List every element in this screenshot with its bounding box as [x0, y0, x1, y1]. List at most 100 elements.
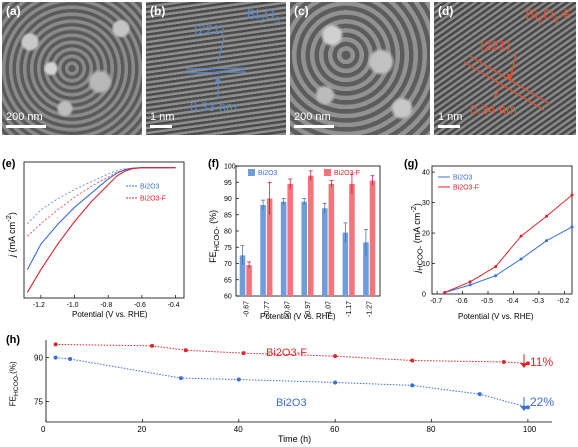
chart-h-point [53, 342, 58, 347]
chart-h-annotation-11pct: 11% [530, 355, 553, 369]
chart-h-point [236, 377, 241, 382]
chart-h-xtick-label: 40 [234, 425, 243, 434]
chart-f-bar [308, 175, 314, 296]
chart-e-series-1 [26, 167, 176, 293]
chart-h-point [410, 358, 415, 363]
chart-g-point [468, 283, 472, 287]
panel-e-label: (e) [2, 158, 16, 170]
chart-g-ytick-label: 40 [422, 170, 430, 177]
chart-f-svg: 60 65 70 75 80 85 90 95 100 -0.67 -0.77 -0.87 -0.97 -… [224, 164, 381, 317]
chart-e-xtick-label: -1.2 [33, 302, 45, 309]
chart-f-ytick-label: 70 [224, 261, 232, 268]
chart-f-bar [342, 232, 349, 296]
chart-h-arrowhead-red [520, 363, 528, 368]
chart-g-point [545, 214, 549, 218]
chart-h-annotation-22pct: 22% [530, 395, 554, 409]
panel-g-label: (g) [404, 158, 419, 170]
chart-f-xtick-label: -0.77 [264, 301, 271, 317]
chart-f-ytick-label: 65 [224, 277, 232, 284]
chart-g-point [494, 265, 498, 269]
chart-g-ytick-label: 20 [422, 231, 430, 238]
chart-g-xtick-label: -0.7 [430, 298, 442, 305]
chart-f-bar [369, 180, 376, 296]
panel-b-plane: (221) [194, 22, 225, 37]
chart-f-legend-label: Bi2O3 [258, 170, 278, 177]
panel-b-label: (b) [150, 4, 166, 18]
chart-g-legend-label: Bi2O3-F [453, 185, 479, 192]
panel-c-scale-bar [294, 125, 334, 128]
chart-f-ylabel: FEHCOO- (%) [208, 209, 221, 263]
chart-f-bar [349, 183, 355, 296]
chart-e-xtick-label: -1.0 [67, 302, 79, 309]
chart-g-xtick-label: -0.6 [456, 298, 468, 305]
panel-b-scale-label: 1 nm [150, 111, 175, 123]
chart-f-bar [328, 183, 335, 296]
chart-g-point [545, 239, 549, 243]
chart-f-bar [246, 265, 252, 296]
chart-f-legend-label: Bi2O3-F [334, 170, 360, 177]
chart-h-annotation-bi2o3: Bi2O3 [276, 397, 307, 409]
panel-a-label: (a) [6, 4, 21, 18]
chart-e-ylabel: j (mA cm-2) [3, 212, 17, 257]
chart-f-bar [260, 205, 266, 296]
chart-h-point [410, 383, 415, 388]
chart-f-xtick-label: -0.97 [305, 301, 312, 317]
chart-e-legend-label: Bi2O3 [140, 184, 160, 191]
chart-g-xtick-label: -0.3 [532, 298, 544, 305]
chart-f-bar [363, 242, 369, 296]
chart-e-series-dashed-1 [27, 167, 176, 237]
panel-d-hrtem-image: (d) Bi2O3-F (221) 0.34 nm 1 nm [434, 2, 576, 135]
chart-g-xtick-label: -0.5 [481, 298, 493, 305]
chart-f-xtick-label: -1.07 [326, 301, 333, 317]
chart-f-ytick-label: 90 [224, 196, 232, 203]
chart-h-point [178, 376, 183, 381]
chart-h-point [183, 348, 188, 353]
chart-f-bar [287, 183, 294, 296]
chart-f-ytick-label: 85 [224, 212, 232, 219]
panel-d-scale-bar [438, 125, 460, 128]
chart-h-point [525, 361, 530, 366]
chart-f-bar [239, 255, 246, 296]
chart-h-series-1 [55, 357, 529, 408]
chart-g-point [443, 290, 447, 294]
chart-h-point [333, 354, 338, 359]
chart-e-xtick-label: -0.6 [134, 302, 146, 309]
chart-f-xtick-label: -0.87 [284, 301, 291, 317]
chart-h-xtick-label: 0 [41, 425, 46, 434]
chart-g-xlabel: Potential (V vs. RHE) [458, 312, 534, 321]
chart-f-xtick-label: -1.17 [346, 301, 353, 317]
chart-g-xtick-label: -0.2 [557, 298, 569, 305]
panel-c-scale-label: 200 nm [294, 111, 331, 123]
chart-h-point [501, 359, 506, 364]
panel-b-material: Bi2O3 [246, 6, 280, 25]
panel-d-label: (d) [438, 4, 454, 18]
chart-h-svg: 0 20 40 60 80 100 75 90 Bi2O3-F Bi2O3 11% 22% [34, 340, 554, 434]
chart-e-xtick-label: -0.8 [100, 302, 112, 309]
chart-h-ytick-label: 90 [34, 354, 43, 363]
panel-a-scale-label: 200 nm [6, 111, 43, 123]
panel-d-spacing: 0.34 nm [470, 102, 517, 117]
panel-h-label: (h) [6, 334, 21, 346]
chart-g-point [468, 280, 472, 284]
chart-h-point [68, 357, 73, 362]
panel-c-label: (c) [294, 4, 309, 18]
chart-h-xtick-label: 20 [137, 425, 146, 434]
panel-a-sem-image: (a) 200 nm [2, 2, 142, 135]
panel-b-lattice-marker [185, 37, 247, 98]
chart-g-series-1 [444, 194, 573, 293]
chart-h-point [477, 392, 482, 397]
chart-h-xtick-label: 80 [427, 425, 436, 434]
chart-f-ytick-label: 60 [224, 294, 232, 301]
chart-h-point [53, 355, 58, 360]
chart-f-ytick-label: 80 [224, 229, 232, 236]
chart-g-series-0 [444, 226, 573, 293]
chart-h-xtick-label: 100 [523, 425, 537, 434]
chart-h-xlabel: Time (h) [278, 434, 312, 444]
chart-h-arrowhead-blue [520, 406, 528, 411]
chart-e-xtick-label: -0.4 [168, 302, 180, 309]
chart-e-legend-label: Bi2O3-F [140, 196, 166, 203]
chart-g-ytick-label: 0 [422, 292, 426, 299]
panel-d-scale-label: 1 nm [438, 111, 463, 123]
chart-h-point [150, 343, 155, 348]
panel-c-sem-image: (c) 200 nm [290, 2, 430, 135]
